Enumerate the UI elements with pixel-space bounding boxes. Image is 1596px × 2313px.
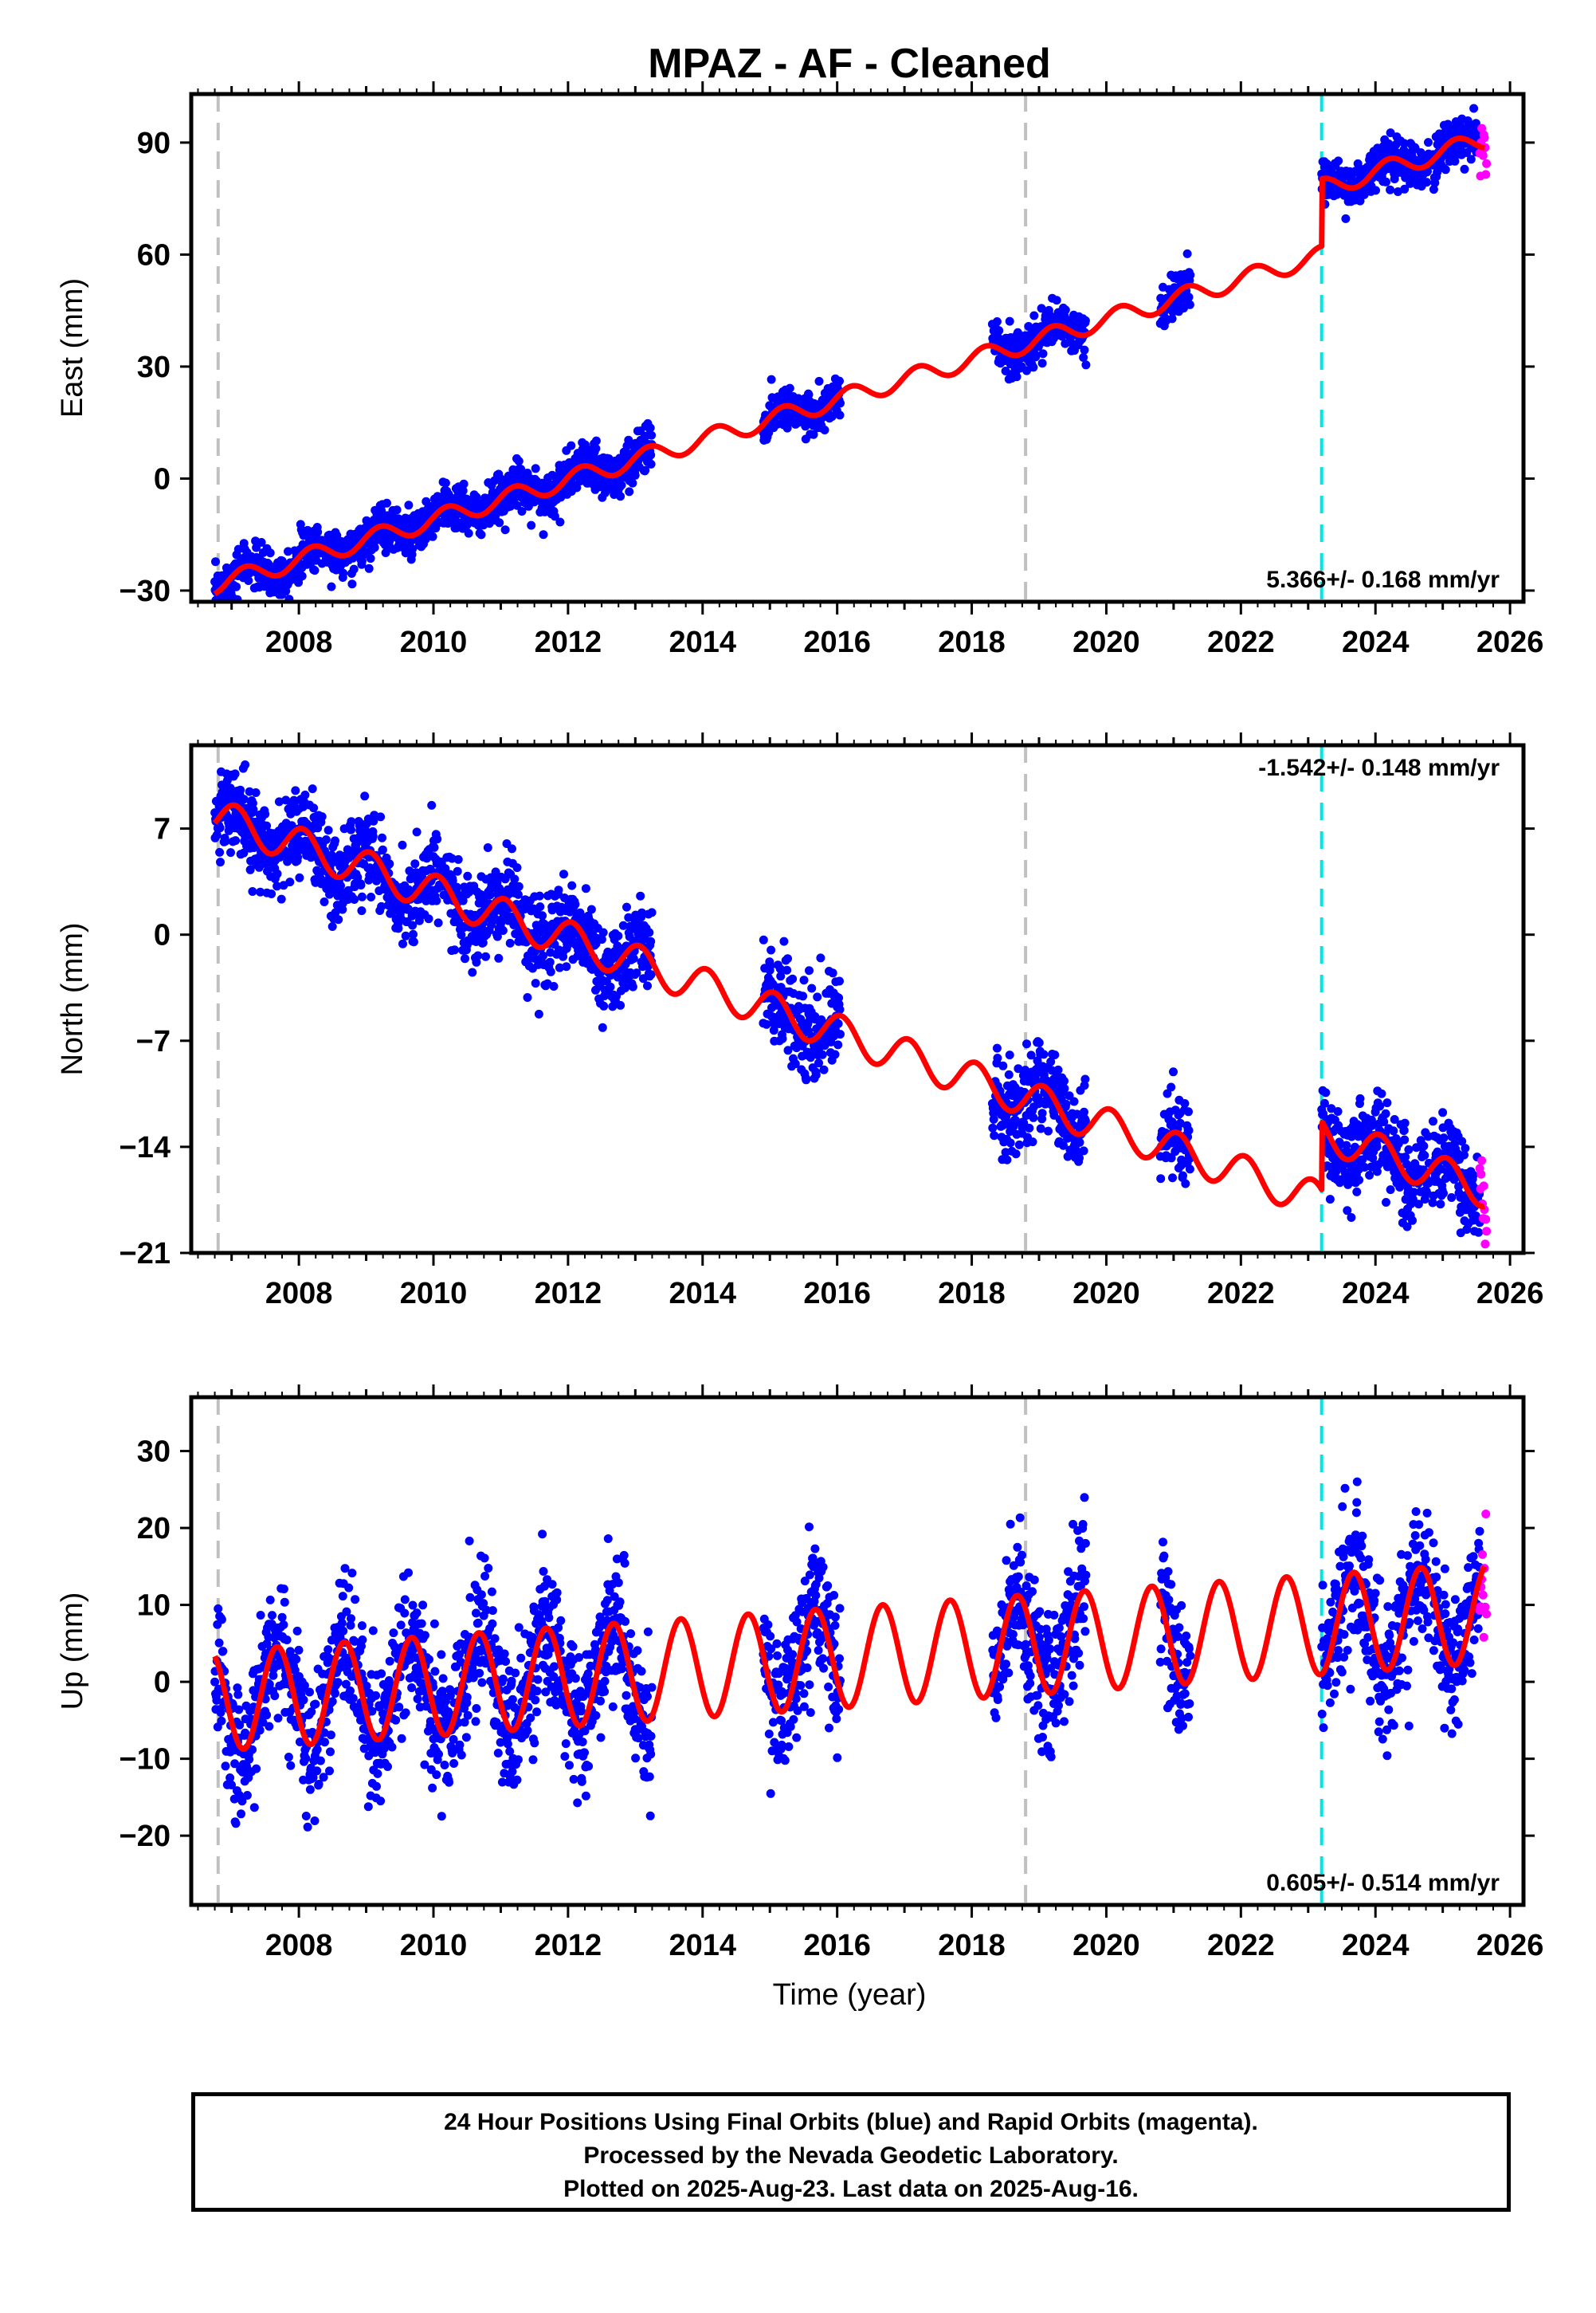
x-tick-label: 2008 (265, 1929, 333, 1962)
y-tick-label: −10 (120, 1743, 171, 1777)
plot-frame (189, 92, 1526, 604)
y-tick-label: −14 (120, 1131, 171, 1164)
y-tick-label: 7 (154, 813, 171, 846)
y-tick-label: 10 (137, 1589, 171, 1623)
y-tick-label: 0 (154, 919, 171, 952)
y-tick-label: −20 (120, 1820, 171, 1853)
x-tick-label: 2024 (1342, 1277, 1410, 1310)
velocity-rate-label: 0.605+/- 0.514 mm/yr (1266, 1870, 1500, 1896)
panel-1: −21 −14 −7 0 7 2008 2010 2012 2014 2016 2018 2020 20… (56, 732, 1543, 1310)
x-tick-label: 2022 (1207, 1277, 1275, 1310)
model-fit-line (212, 802, 1487, 1210)
y-tick-label: 20 (137, 1512, 171, 1545)
plot-area (210, 1397, 1492, 1905)
plot-frame (189, 743, 1526, 1255)
plot-area (210, 94, 1492, 602)
y-tick-label: 60 (137, 238, 171, 272)
x-tick-label: 2012 (535, 626, 602, 659)
x-tick-label: 2008 (265, 626, 333, 659)
x-tick-label: 2014 (669, 626, 737, 659)
y-tick-label: 90 (137, 127, 171, 160)
x-tick-label: 2010 (400, 1929, 468, 1962)
x-tick-label: 2018 (938, 1929, 1006, 1962)
x-tick-label: 2016 (803, 626, 871, 659)
x-tick-label: 2008 (265, 1277, 333, 1310)
rapid-orbit-scatter (1475, 124, 1492, 181)
x-tick-label: 2014 (669, 1929, 737, 1962)
model-fit-line (212, 135, 1487, 597)
final-orbit-points (210, 760, 1484, 1238)
y-axis-label: East (mm) (56, 278, 89, 418)
model-fit-line (212, 1565, 1488, 1752)
y-tick-label: 0 (154, 1666, 171, 1699)
y-tick-label: 0 (154, 462, 171, 496)
x-tick-label: 2020 (1072, 626, 1140, 659)
footer-line-3: Plotted on 2025-Aug-23. Last data on 202… (563, 2176, 1139, 2202)
final-orbit-scatter (210, 760, 1484, 1238)
panel-2: −20 −10 0 10 20 30 2008 2010 2012 2014 2016 2018 202… (56, 1384, 1543, 1962)
y-tick-label: 30 (137, 351, 171, 384)
plot-frame (189, 1395, 1526, 1907)
x-tick-label: 2026 (1476, 626, 1544, 659)
x-tick-label: 2020 (1072, 1277, 1140, 1310)
footer-line-2: Processed by the Nevada Geodetic Laborat… (583, 2142, 1119, 2169)
footer-box: 24 Hour Positions Using Final Orbits (bl… (191, 2092, 1511, 2212)
panel-0: −30 0 30 60 90 2008 2010 2012 2014 2016 2018 2020 20… (56, 81, 1543, 659)
y-tick-label: −21 (120, 1237, 171, 1270)
chart-title: MPAZ - AF - Cleaned (648, 41, 1051, 87)
x-tick-label: 2026 (1476, 1929, 1544, 1962)
x-tick-label: 2012 (535, 1929, 602, 1962)
x-tick-label: 2022 (1207, 626, 1275, 659)
y-tick-label: −30 (120, 575, 171, 608)
x-tick-label: 2014 (669, 1277, 737, 1310)
x-tick-label: 2018 (938, 1277, 1006, 1310)
y-tick-label: 30 (137, 1435, 171, 1469)
x-tick-label: 2010 (400, 626, 468, 659)
y-axis-label: Up (mm) (56, 1592, 89, 1710)
x-tick-label: 2010 (400, 1277, 468, 1310)
x-tick-label: 2020 (1072, 1929, 1140, 1962)
x-tick-label: 2012 (535, 1277, 602, 1310)
x-tick-label: 2024 (1342, 1929, 1410, 1962)
y-tick-label: −7 (136, 1025, 171, 1058)
velocity-rate-label: -1.542+/- 0.148 mm/yr (1258, 755, 1500, 781)
velocity-rate-label: 5.366+/- 0.168 mm/yr (1266, 567, 1500, 593)
plot-area (210, 745, 1492, 1253)
x-tick-label: 2016 (803, 1929, 871, 1962)
x-tick-label: 2022 (1207, 1929, 1275, 1962)
x-axis-label: Time (year) (773, 1978, 927, 2012)
x-tick-label: 2018 (938, 626, 1006, 659)
x-tick-label: 2024 (1342, 626, 1410, 659)
y-axis-label: North (mm) (56, 922, 89, 1075)
x-tick-label: 2026 (1476, 1277, 1544, 1310)
footer-line-1: 24 Hour Positions Using Final Orbits (bl… (444, 2109, 1258, 2135)
x-tick-label: 2016 (803, 1277, 871, 1310)
